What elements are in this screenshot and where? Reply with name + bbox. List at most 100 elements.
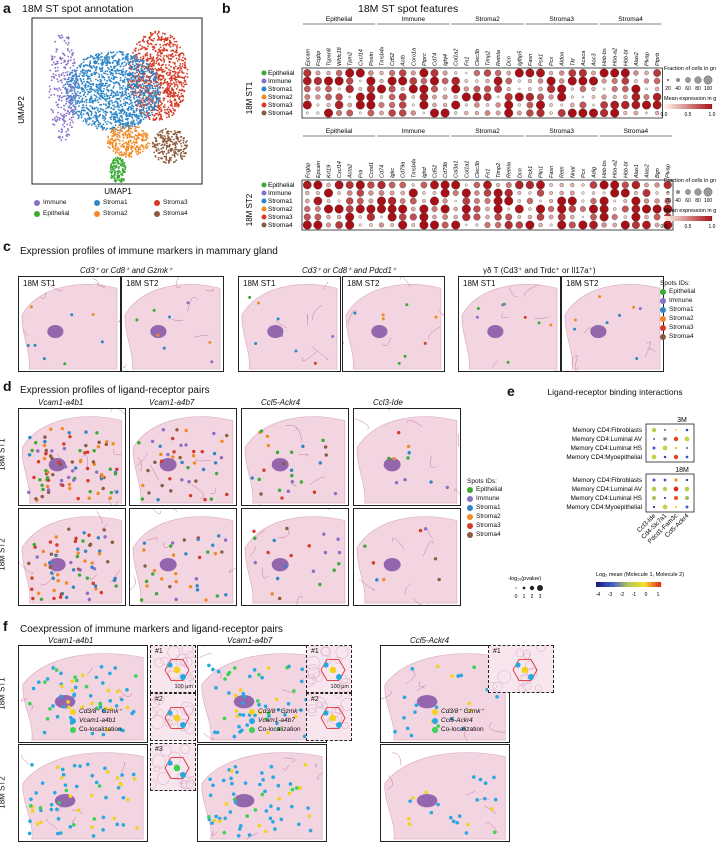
dot-mark — [664, 197, 671, 205]
dot-mark — [356, 189, 364, 197]
spot-mark — [276, 707, 281, 712]
spot-mark — [277, 488, 282, 492]
spot-mark — [276, 726, 281, 731]
dot-mark — [409, 77, 418, 85]
spot-mark — [472, 665, 476, 669]
legend-label: Stroma3 — [669, 324, 694, 331]
gene-label: Fn1 — [464, 57, 470, 66]
dot-mark — [315, 206, 321, 212]
spot-mark — [42, 730, 47, 735]
spot-mark — [27, 561, 31, 566]
dot-mark — [388, 181, 396, 189]
celltype-label: Stroma1 — [268, 198, 293, 205]
spot-mark — [81, 539, 85, 543]
dot-mark — [674, 478, 678, 482]
f-title: Coexpression of immune markers and ligan… — [20, 624, 283, 635]
gene-label: Timp2 — [496, 163, 502, 178]
spot-mark — [521, 666, 529, 674]
legend-item: Epithelial — [660, 287, 695, 296]
spot-mark — [84, 443, 88, 448]
dot-mark — [581, 95, 585, 99]
dot-mark — [378, 102, 385, 108]
spot-mark — [43, 680, 47, 684]
spot-mark — [31, 686, 36, 691]
spot-mark — [237, 724, 241, 729]
spot-mark — [70, 460, 74, 464]
gene-label: Clec3b — [475, 49, 481, 66]
svg-text:Mean expression in group: Mean expression in group — [664, 208, 716, 214]
dot-mark — [379, 95, 384, 99]
spot-mark — [85, 466, 90, 471]
dot-mark — [664, 429, 666, 431]
dot-mark — [473, 181, 481, 189]
spot-mark — [188, 585, 193, 589]
group-label: Epithelial — [326, 16, 353, 23]
spot-mark — [573, 327, 577, 331]
gene-label: Pck1 — [528, 166, 534, 178]
dot-mark — [304, 198, 310, 204]
spot-mark — [172, 450, 176, 454]
dot-mark — [440, 108, 450, 118]
dot-mark — [305, 111, 309, 115]
gene-label: Alas2 — [645, 164, 651, 179]
spot-mark — [257, 702, 261, 707]
spot-mark — [301, 444, 305, 449]
spot-mark — [257, 477, 261, 482]
spot-mark — [87, 597, 92, 602]
spot-mark — [180, 460, 184, 465]
e-block-label: 3M — [677, 417, 687, 424]
dot-mark — [654, 222, 660, 228]
gene-label: Tmsb4x — [380, 46, 386, 66]
spot-mark — [285, 526, 289, 531]
spot-mark — [59, 776, 64, 780]
celltype-label: Stroma3 — [268, 214, 293, 221]
legend-swatch — [467, 495, 473, 502]
dot-mark — [631, 204, 641, 214]
spot-mark — [298, 785, 302, 790]
spot-mark — [37, 680, 41, 684]
dot-mark — [313, 220, 323, 230]
spot-mark — [59, 671, 63, 676]
dot-mark — [345, 181, 354, 189]
spot-mark — [42, 357, 46, 361]
spot-mark — [213, 730, 217, 735]
spot-mark — [113, 472, 118, 476]
f-inset: #3 — [150, 743, 196, 791]
dot-mark — [346, 190, 353, 196]
legend-item: Cd3/8⁺ Gzmk⁺ — [432, 707, 484, 716]
dot-mark — [464, 79, 469, 83]
group-label: Stroma2 — [475, 16, 500, 23]
svg-text:1.0: 1.0 — [709, 224, 716, 230]
spot-mark — [115, 467, 119, 471]
c-subtitle-1: Cd3⁺ or Cd8⁺ and Gzmk⁺ — [80, 266, 173, 275]
dot-mark — [539, 199, 542, 203]
spot-mark — [50, 449, 54, 453]
dot-mark — [645, 111, 648, 115]
dot-mark — [355, 68, 365, 78]
spot-mark — [95, 431, 99, 435]
legend-swatch — [467, 531, 473, 538]
spot-mark — [290, 787, 295, 792]
dot-mark — [366, 212, 375, 222]
spot-mark — [97, 440, 101, 445]
dot-mark — [422, 111, 426, 115]
spot-mark — [414, 703, 419, 708]
spot-mark — [64, 581, 69, 585]
spot-mark — [90, 565, 94, 569]
legend-item-stroma3: Stroma3 — [154, 198, 214, 207]
dot-mark — [663, 437, 667, 441]
spot-mark — [70, 469, 75, 473]
legend-label: Stroma4 — [476, 531, 501, 538]
spot-mark — [105, 440, 109, 444]
spot-mark — [207, 814, 211, 819]
dot-mark — [366, 100, 376, 110]
gene-label: Ighd — [422, 166, 428, 178]
spot-mark — [214, 471, 219, 476]
f-legend: Cd3/8⁺ Gzmk⁺ Ccl5-Ackr4 Co-localization — [432, 707, 484, 734]
celltype-label: Epithelial — [268, 182, 295, 189]
spot-mark — [294, 786, 299, 790]
spot-mark — [229, 769, 234, 773]
spot-mark — [471, 775, 476, 779]
spot-mark — [275, 721, 279, 726]
spot-mark — [247, 833, 252, 837]
